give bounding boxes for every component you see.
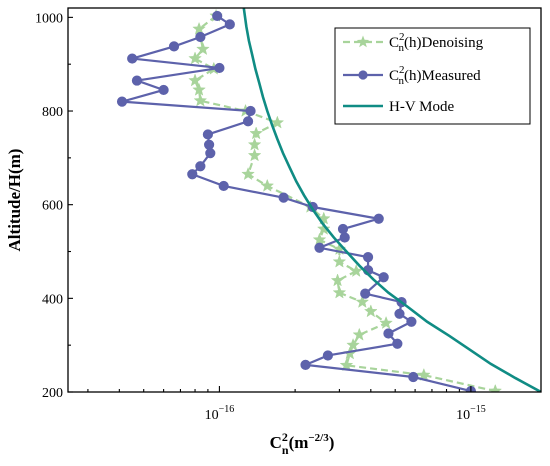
point-denoising-13: [241, 167, 255, 181]
point-denoising-3: [188, 51, 202, 65]
legend: C2 n(h)Denoising C2 n(h)Measured H-V Mode: [334, 27, 531, 125]
y-tick-label-200: 200: [42, 386, 63, 401]
point-measured-30: [383, 328, 394, 339]
point-measured-5: [214, 62, 225, 74]
x-tick-label-0: 10−16: [205, 404, 235, 423]
point-measured-0: [212, 10, 223, 22]
point-denoising-20: [332, 254, 347, 268]
point-denoising-17: [316, 221, 331, 235]
point-measured-10: [242, 116, 254, 127]
point-measured-33: [300, 359, 311, 370]
point-measured-34: [408, 371, 419, 383]
point-measured-1: [224, 19, 235, 30]
point-measured-12: [204, 139, 215, 150]
point-measured-19: [373, 213, 384, 224]
legend-marker-measured: [358, 70, 368, 80]
point-denoising-26: [379, 315, 393, 329]
series-line-hv-mode: [242, 8, 541, 392]
plot-area: [116, 8, 541, 392]
legend-marker-denoising: [356, 35, 370, 48]
point-denoising-1: [192, 21, 206, 35]
point-measured-9: [245, 105, 256, 117]
point-denoising-24: [355, 294, 370, 308]
point-measured-2: [195, 31, 206, 43]
point-measured-11: [202, 129, 214, 140]
point-denoising-25: [363, 304, 378, 318]
point-measured-25: [378, 272, 389, 283]
point-measured-21: [339, 232, 350, 243]
point-measured-13: [205, 148, 216, 159]
point-measured-22: [314, 242, 325, 253]
point-denoising-21: [349, 263, 364, 278]
y-axis-title: Altitude/H(m): [5, 149, 24, 252]
legend-label-hv-mode: H-V Mode: [389, 99, 454, 115]
point-denoising-14: [260, 178, 275, 192]
x-tick-label-1: 10−15: [456, 404, 486, 423]
point-denoising-9: [270, 115, 285, 129]
point-measured-16: [218, 180, 229, 192]
point-measured-23: [362, 252, 374, 263]
point-denoising-23: [332, 285, 347, 299]
point-denoising-7: [193, 93, 208, 107]
point-denoising-22: [330, 273, 345, 287]
point-measured-26: [360, 288, 371, 299]
point-denoising-2: [196, 41, 210, 56]
point-denoising-30: [339, 358, 354, 372]
point-measured-28: [394, 308, 405, 319]
point-measured-15: [187, 169, 198, 180]
y-tick-label-1000: 1000: [35, 11, 63, 26]
point-denoising-10: [249, 126, 264, 140]
y-tick-label-600: 600: [42, 199, 63, 214]
point-denoising-31: [416, 367, 431, 381]
x-axis-title: C2 n(m−2/3): [270, 430, 335, 457]
legend-label-measured: C2 n(h)Measured: [389, 64, 481, 87]
point-measured-6: [131, 75, 143, 86]
point-measured-14: [195, 161, 206, 172]
point-denoising-12: [247, 148, 262, 162]
plot-frame: [67, 7, 542, 393]
x-axis: 10−16 10−15: [87, 386, 486, 423]
y-axis: 200 400 600 800 1000: [35, 11, 73, 401]
point-denoising-5: [188, 73, 202, 87]
point-denoising-32: [488, 383, 503, 392]
point-denoising-18: [312, 232, 327, 246]
point-denoising-6: [192, 82, 206, 96]
point-denoising-27: [352, 327, 367, 341]
y-tick-label-800: 800: [42, 105, 63, 120]
point-measured-20: [337, 223, 349, 235]
point-measured-29: [406, 316, 417, 327]
point-denoising-28: [346, 337, 360, 352]
y-tick-label-400: 400: [42, 292, 63, 307]
point-measured-4: [127, 53, 138, 64]
legend-label-denoising: C2 n(h)Denoising: [389, 31, 484, 54]
point-measured-8: [116, 96, 128, 107]
point-measured-3: [168, 41, 180, 52]
point-measured-17: [278, 192, 289, 203]
point-measured-7: [158, 84, 169, 96]
point-measured-31: [392, 338, 403, 349]
point-measured-32: [322, 350, 333, 361]
point-denoising-11: [247, 137, 262, 151]
